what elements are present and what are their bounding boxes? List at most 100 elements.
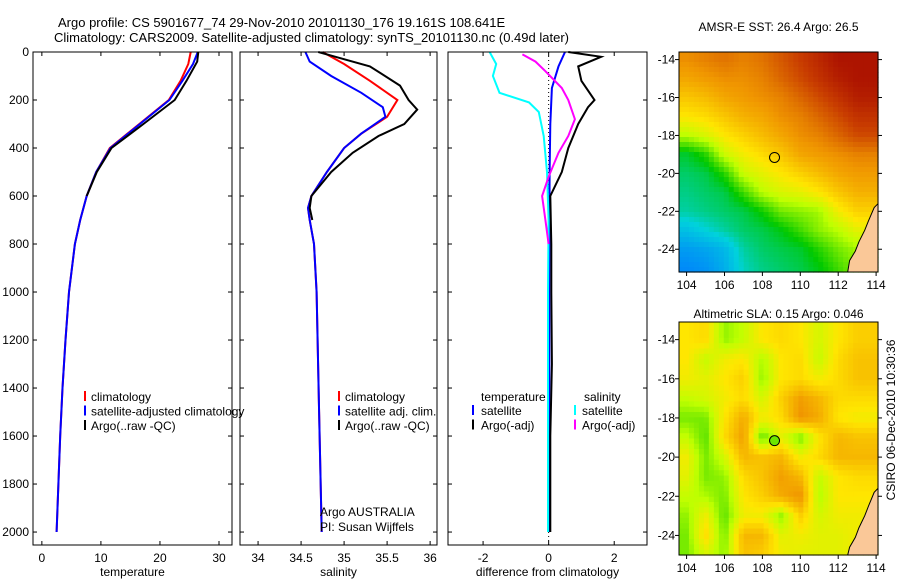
map-cell xyxy=(788,369,795,376)
map-cell xyxy=(783,507,790,514)
map-cell xyxy=(708,132,715,138)
map-cell xyxy=(793,401,799,408)
map-cell xyxy=(708,87,715,93)
map-cell xyxy=(768,406,775,413)
map-cell xyxy=(868,62,874,68)
map-cell xyxy=(853,480,859,487)
map-cell xyxy=(788,449,795,455)
map-cell xyxy=(708,353,715,360)
map-cell xyxy=(853,385,859,392)
map-cell xyxy=(778,222,785,228)
map-cell xyxy=(813,122,819,128)
legend-marker xyxy=(338,405,340,416)
map-cell xyxy=(748,57,755,63)
map-cell xyxy=(768,385,775,392)
map-cell xyxy=(793,512,799,519)
map-cell xyxy=(808,385,814,392)
map-cell xyxy=(858,137,864,143)
map-cell xyxy=(853,227,859,233)
map-cell xyxy=(743,237,750,243)
map-cell xyxy=(748,464,755,471)
map-cell xyxy=(743,52,750,58)
map-cell xyxy=(758,107,765,113)
map-cell xyxy=(768,127,775,133)
map-cell xyxy=(848,433,854,440)
map-cell xyxy=(753,202,760,208)
map-cell xyxy=(763,167,770,173)
map-cell xyxy=(773,157,780,163)
map-cell xyxy=(863,396,869,403)
map-cell xyxy=(788,57,795,63)
map-cell xyxy=(733,127,740,133)
map-cell xyxy=(828,212,834,218)
map-cell xyxy=(788,480,795,487)
map-cell xyxy=(803,142,809,148)
map-cell xyxy=(698,353,705,360)
map-cell xyxy=(863,112,869,118)
map-cell xyxy=(828,480,834,487)
map-cell xyxy=(798,87,804,93)
map-cell xyxy=(763,227,770,233)
map-cell xyxy=(838,82,844,88)
map-cell xyxy=(823,257,829,263)
map-cell xyxy=(713,464,720,471)
map-cell xyxy=(873,107,879,113)
map-cell xyxy=(808,486,814,493)
map-cell xyxy=(743,252,750,258)
map-cell xyxy=(838,192,844,198)
map-cell xyxy=(768,523,775,530)
map-cell xyxy=(723,237,730,243)
map-cell xyxy=(718,77,725,83)
map-cell xyxy=(838,533,844,540)
map-cell xyxy=(848,237,854,243)
legend-marker xyxy=(472,419,474,430)
map-cell xyxy=(748,122,755,128)
map-cell xyxy=(693,147,700,153)
map-cell xyxy=(848,464,854,471)
map-cell xyxy=(813,52,819,58)
map-cell xyxy=(683,385,690,392)
map-cell xyxy=(783,544,790,551)
map-cell xyxy=(843,97,849,103)
map-cell xyxy=(688,390,695,397)
map-cell xyxy=(858,107,864,113)
map-cell xyxy=(743,127,750,133)
map-cell xyxy=(778,77,785,83)
map-cell xyxy=(788,62,795,68)
map-cell xyxy=(738,544,745,551)
map-cell xyxy=(743,142,750,148)
map-cell xyxy=(753,222,760,228)
map-cell xyxy=(813,132,819,138)
map-cell xyxy=(728,464,735,471)
map-cell xyxy=(808,122,814,128)
map-cell xyxy=(803,459,809,466)
map-cell xyxy=(733,197,740,203)
map-cell xyxy=(783,77,790,83)
map-cell xyxy=(808,438,814,445)
map-cell xyxy=(679,406,685,413)
map-cell xyxy=(783,417,790,424)
map-cell xyxy=(793,517,799,524)
map-cell xyxy=(763,332,770,339)
map-cell xyxy=(703,237,710,243)
map-cell xyxy=(748,127,755,133)
map-cell xyxy=(803,57,809,63)
map-cell xyxy=(748,202,755,208)
map-cell xyxy=(863,122,869,128)
map-cell xyxy=(803,396,809,403)
x-tick-label: 20 xyxy=(153,551,167,565)
map-cell xyxy=(753,343,760,350)
map-cell xyxy=(783,496,790,503)
y-tick-label: -24 xyxy=(658,242,676,256)
map-cell xyxy=(828,427,834,434)
map-cell xyxy=(823,343,829,350)
map-cell xyxy=(683,177,690,183)
map-cell xyxy=(808,187,814,193)
map-cell xyxy=(758,127,765,133)
map-cell xyxy=(728,67,735,73)
map-cell xyxy=(833,237,839,243)
map-cell xyxy=(863,475,869,482)
map-cell xyxy=(828,157,834,163)
map-cell xyxy=(838,227,844,233)
map-cell xyxy=(868,412,874,418)
